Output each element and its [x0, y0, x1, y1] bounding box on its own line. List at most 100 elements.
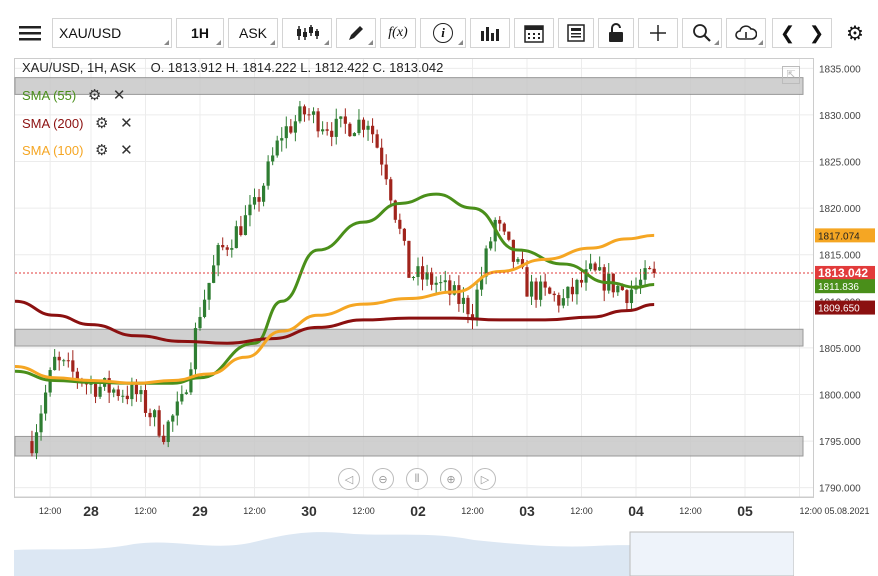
x-tick-label: 05: [737, 503, 753, 519]
candle: [475, 289, 479, 321]
price-type-select[interactable]: ASK: [228, 18, 278, 48]
candle: [293, 121, 297, 133]
toolbar: XAU/USD 1H ASK f(x) i ❮: [0, 0, 878, 60]
candle: [252, 197, 257, 205]
symbol-select[interactable]: XAU/USD: [52, 18, 172, 48]
candle: [384, 164, 388, 180]
candle: [366, 125, 370, 130]
reset-button[interactable]: ⦀: [406, 468, 428, 490]
indicators-button[interactable]: f(x): [380, 18, 416, 48]
price-tag: [815, 279, 875, 294]
menu-button[interactable]: [12, 18, 48, 48]
candle: [652, 268, 656, 273]
y-tick-label: 1835.000: [819, 64, 861, 75]
save-button[interactable]: [726, 18, 766, 48]
volume-button[interactable]: [470, 18, 510, 48]
gear-icon[interactable]: ⚙: [95, 142, 109, 159]
candle: [416, 266, 420, 277]
info-icon: i: [433, 23, 453, 43]
candle: [402, 228, 406, 241]
crosshair-icon: [650, 25, 666, 41]
candle: [575, 279, 579, 295]
close-icon[interactable]: ✕: [112, 87, 126, 104]
sma55-label[interactable]: SMA (55): [22, 88, 77, 103]
candle: [216, 245, 220, 266]
zoom-icon: [693, 24, 711, 42]
symbol-label: XAU/USD: [59, 25, 122, 41]
news-button[interactable]: [558, 18, 594, 48]
zoom-in-button[interactable]: ⊕: [440, 468, 462, 490]
candle: [502, 223, 506, 232]
zoom-button[interactable]: [682, 18, 722, 48]
popout-button[interactable]: ⇱: [782, 66, 800, 84]
close-icon[interactable]: ✕: [120, 115, 133, 132]
candle: [316, 111, 320, 132]
ohlc-legend: XAU/USD, 1H, ASK O. 1813.912 H. 1814.222…: [22, 60, 444, 75]
candle: [193, 328, 198, 370]
calendar-button[interactable]: [514, 18, 554, 48]
sma200-legend: SMA (200) ⚙ ✕: [22, 114, 133, 132]
candle: [361, 119, 366, 130]
sma100-label[interactable]: SMA (100): [22, 143, 84, 158]
candle: [343, 116, 347, 124]
candle: [112, 389, 116, 393]
draw-button[interactable]: [336, 18, 376, 48]
candle: [198, 316, 202, 329]
candle: [43, 392, 48, 414]
y-tick-label: 1820.000: [819, 204, 861, 215]
chevron-right-icon[interactable]: ❯: [808, 22, 825, 43]
navigator-minichart[interactable]: [14, 522, 794, 576]
candle: [543, 281, 547, 288]
bar-chart-icon: [481, 27, 499, 41]
timeframe-select[interactable]: 1H: [176, 18, 224, 48]
sma200-label[interactable]: SMA (200): [22, 116, 84, 131]
candle: [398, 219, 402, 229]
candle: [248, 204, 252, 216]
candle: [339, 116, 343, 119]
sr-band: [14, 77, 804, 95]
gear-icon[interactable]: ⚙: [87, 87, 102, 104]
scroll-left-button[interactable]: ◁: [338, 468, 360, 490]
zoom-out-button[interactable]: ⊖: [372, 468, 394, 490]
candles-icon: [297, 25, 319, 40]
candle: [357, 119, 361, 134]
candle: [239, 226, 243, 236]
candle: [202, 299, 207, 317]
candle: [352, 133, 357, 137]
candle: [616, 285, 620, 293]
candle: [430, 272, 434, 285]
candle: [579, 279, 584, 283]
x-tick-label: 30: [301, 503, 317, 519]
candle: [566, 286, 570, 299]
settings-button[interactable]: ⚙: [840, 18, 870, 48]
y-tick-label: 1790.000: [819, 484, 861, 495]
crosshair-button[interactable]: [638, 18, 678, 48]
scroll-right-button[interactable]: ▷: [474, 468, 496, 490]
candle: [598, 267, 602, 271]
candle: [180, 393, 184, 402]
candle: [175, 401, 179, 416]
gear-icon[interactable]: ⚙: [95, 115, 109, 132]
info-button[interactable]: i: [420, 18, 466, 48]
lock-button[interactable]: [598, 18, 634, 48]
price-tag-label: 1817.074: [818, 231, 860, 242]
prev-button[interactable]: ❮ ❯: [772, 18, 832, 48]
dropdown-corner-icon: [458, 40, 463, 45]
x-tick-label: 29: [192, 503, 208, 519]
calendar-icon: [524, 25, 544, 43]
fx-icon: f(x): [388, 25, 408, 40]
candle: [393, 200, 397, 220]
x-tick-label: 12:00: [39, 506, 62, 516]
hamburger-icon: [19, 26, 41, 41]
chart-type-button[interactable]: [282, 18, 332, 48]
candle: [130, 384, 134, 400]
candle: [484, 248, 488, 277]
candle: [434, 282, 438, 285]
candle: [53, 356, 57, 371]
chevron-left-icon[interactable]: ❮: [779, 22, 796, 43]
candle: [57, 356, 61, 361]
candle: [134, 384, 139, 395]
close-icon[interactable]: ✕: [120, 142, 133, 159]
candle: [230, 248, 234, 250]
